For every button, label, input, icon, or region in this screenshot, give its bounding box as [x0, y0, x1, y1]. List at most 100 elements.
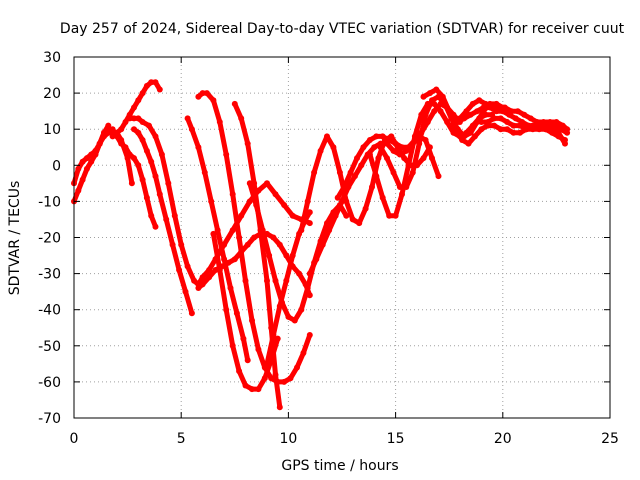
x-tick-label: 20 [494, 431, 512, 447]
data-point [491, 115, 498, 122]
data-point [356, 220, 363, 227]
data-point [163, 216, 170, 223]
data-point [251, 234, 258, 241]
data-point [242, 382, 249, 389]
data-point [135, 115, 142, 122]
data-point [416, 140, 423, 147]
series-track-12 [246, 180, 350, 324]
data-point [206, 274, 213, 281]
data-point [390, 169, 397, 176]
data-point [508, 108, 515, 115]
data-point [113, 129, 120, 136]
data-point [369, 184, 375, 190]
data-point [122, 119, 129, 125]
data-point [244, 357, 251, 364]
data-point [229, 191, 236, 198]
y-tick-label: -50 [38, 339, 61, 355]
data-point [259, 227, 266, 234]
data-point [564, 126, 571, 133]
data-point [208, 198, 215, 205]
data-point [199, 90, 206, 97]
data-point [221, 256, 228, 263]
data-point [379, 194, 386, 201]
data-point [510, 129, 517, 136]
series-track-22 [478, 115, 568, 147]
y-tick-label: 30 [43, 50, 61, 66]
data-point [294, 364, 300, 371]
data-point [206, 267, 213, 273]
y-axis-label: SDTVAR / TECUs [7, 181, 23, 296]
y-tick-label: -60 [38, 375, 61, 391]
data-point [459, 137, 466, 143]
data-point [96, 140, 103, 147]
data-point [143, 194, 150, 201]
data-point [336, 169, 343, 176]
data-point [238, 212, 245, 219]
data-point [527, 115, 534, 122]
data-point [484, 119, 491, 125]
data-point [553, 119, 560, 125]
data-point [326, 227, 333, 234]
data-point [379, 133, 386, 140]
data-point [274, 335, 281, 342]
data-point [366, 151, 373, 158]
data-point [559, 122, 566, 129]
data-point [152, 133, 159, 140]
data-point [555, 129, 562, 136]
data-point [429, 97, 435, 104]
data-point [184, 263, 191, 270]
data-point [399, 144, 405, 151]
data-point [422, 137, 429, 143]
data-point [266, 252, 273, 259]
data-point [330, 144, 337, 151]
data-point [386, 212, 393, 219]
data-point [373, 173, 380, 180]
data-point [474, 108, 481, 115]
data-point [523, 126, 530, 133]
data-point [467, 111, 474, 118]
data-point [384, 155, 390, 162]
data-point [283, 277, 290, 284]
data-point [135, 162, 142, 169]
data-point [210, 230, 217, 237]
data-point [270, 332, 277, 338]
data-point [478, 126, 485, 133]
data-point [281, 202, 288, 208]
data-point [291, 317, 298, 324]
data-point [152, 79, 159, 86]
data-point [216, 119, 223, 125]
data-point [276, 303, 283, 310]
data-point [489, 104, 496, 111]
data-point [426, 90, 433, 97]
data-point [306, 332, 313, 338]
data-point [203, 90, 210, 97]
data-point [88, 151, 95, 158]
series-track-15 [306, 133, 442, 277]
data-point [366, 137, 373, 143]
data-point [446, 108, 453, 115]
data-point [514, 108, 521, 115]
data-point [223, 306, 230, 313]
data-point [101, 129, 107, 136]
data-point [148, 79, 155, 86]
data-point [403, 184, 410, 190]
data-point [334, 194, 341, 201]
data-point [371, 144, 378, 151]
data-point [411, 133, 418, 140]
data-point [420, 93, 427, 100]
data-point [471, 133, 478, 140]
data-point [390, 147, 397, 154]
data-point [474, 119, 481, 125]
data-point [465, 140, 472, 147]
data-point [199, 281, 206, 288]
data-point [199, 274, 206, 281]
data-point [236, 234, 243, 241]
data-point [191, 277, 198, 284]
y-tick-label: 10 [43, 122, 61, 138]
series-track-5 [126, 115, 313, 288]
data-point [306, 209, 313, 216]
data-point [360, 144, 367, 151]
data-point [139, 90, 146, 97]
data-point [214, 227, 221, 234]
data-point [467, 129, 474, 136]
